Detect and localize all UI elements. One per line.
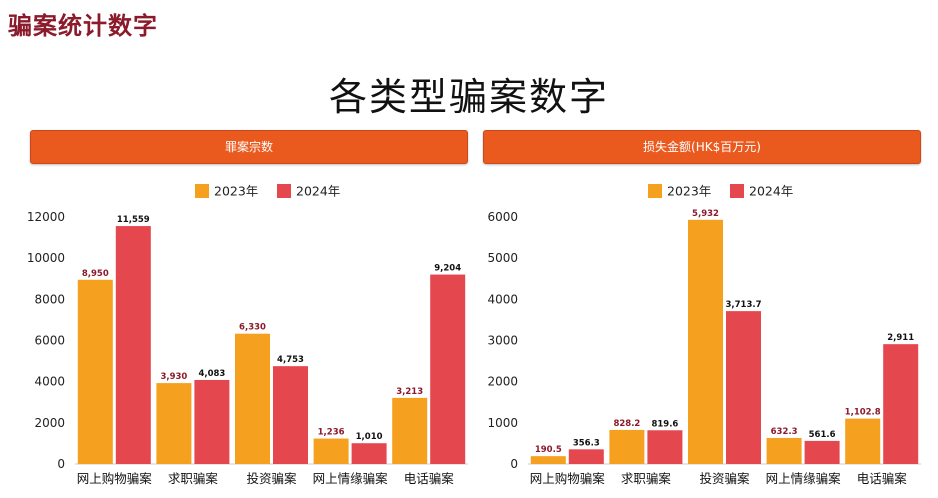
data-label: 632.3	[771, 427, 798, 437]
bar-2024	[804, 440, 840, 464]
bar-2023	[688, 219, 723, 464]
y-tick-label: 10000	[27, 251, 65, 265]
x-tick-label: 网上购物骗案	[530, 471, 606, 486]
data-label: 3,930	[160, 372, 187, 382]
y-tick-label: 0	[57, 457, 65, 471]
chart-title-banner: 罪案宗数	[30, 130, 468, 164]
data-label: 2,911	[887, 333, 914, 343]
data-label: 190.5	[535, 445, 562, 455]
data-label: 5,932	[692, 209, 719, 219]
bar-2024	[647, 430, 683, 464]
bar-2024	[726, 311, 761, 464]
main-title: 各类型骗案数字	[328, 75, 609, 119]
y-tick-label: 3000	[487, 334, 518, 348]
legend-swatch-1	[277, 184, 291, 198]
chart-panel-losses: 损失金额(HK$百万元) 2023年 2024年 0 1000 2000 3000 4000…	[483, 130, 923, 492]
legend-swatch-0	[648, 184, 662, 198]
data-label: 1,010	[356, 432, 383, 442]
y-tick-label: 0	[510, 457, 518, 471]
page-header: 骗案统计数字	[8, 12, 158, 40]
x-tick-label: 求职骗案	[621, 471, 672, 486]
data-label: 6,330	[239, 323, 266, 333]
y-tick-label: 12000	[27, 210, 65, 224]
y-tick-label: 1000	[487, 416, 518, 430]
bar-2023	[313, 438, 349, 464]
bar-2024	[430, 274, 466, 464]
legend-swatch-1	[730, 184, 744, 198]
x-tick-label: 求职骗案	[168, 471, 219, 486]
bar-2024	[273, 366, 308, 464]
x-tick-label: 网上情缘骗案	[313, 471, 389, 486]
y-tick-label: 6000	[487, 210, 518, 224]
chart-title-banner: 损失金额(HK$百万元)	[483, 130, 921, 164]
y-tick-label: 4000	[487, 292, 518, 306]
data-label: 561.6	[809, 430, 836, 440]
y-tick-label: 5000	[487, 251, 518, 265]
bar-2023	[609, 429, 645, 464]
bar-2024	[568, 449, 604, 464]
bar-2024	[351, 443, 387, 464]
x-tick-label: 网上情缘骗案	[766, 471, 842, 486]
data-label: 3,713.7	[725, 300, 761, 310]
bar-chart-cases: 2023年 2024年 0 2000 4000 6000 8000 10000 12000 8,9…	[27, 184, 468, 486]
bar-2023	[77, 279, 113, 464]
x-tick-label: 网上购物骗案	[77, 471, 153, 486]
data-label: 4,753	[277, 355, 304, 365]
bar-2023	[392, 397, 428, 464]
y-tick-label: 8000	[34, 292, 65, 306]
data-label: 4,083	[198, 369, 225, 379]
x-tick-label: 电话骗案	[857, 471, 908, 486]
data-label: 3,213	[396, 387, 423, 397]
bar-2023	[766, 437, 802, 464]
legend-swatch-0	[195, 184, 209, 198]
legend-label-1: 2024年	[749, 184, 793, 199]
y-tick-label: 4000	[34, 375, 65, 389]
y-tick-label: 2000	[487, 375, 518, 389]
bar-2023	[845, 418, 881, 464]
x-tick-label: 投资骗案	[699, 471, 750, 486]
bar-2023	[156, 383, 192, 464]
data-label: 356.3	[573, 438, 600, 448]
data-label: 11,559	[117, 215, 150, 225]
data-label: 1,236	[318, 428, 345, 438]
data-label: 819.6	[651, 419, 678, 429]
y-tick-label: 2000	[34, 416, 65, 430]
bar-chart-losses: 2023年 2024年 0 1000 2000 3000 4000 5000 6000 190.5…	[487, 184, 921, 486]
bar-2023	[235, 333, 270, 464]
bar-2024	[115, 226, 151, 464]
data-label: 1,102.8	[845, 408, 881, 418]
legend-label-1: 2024年	[296, 184, 340, 199]
x-tick-label: 电话骗案	[404, 471, 455, 486]
data-label: 828.2	[613, 419, 640, 429]
bar-2023	[530, 456, 566, 464]
bar-2024	[883, 344, 919, 464]
legend-label-0: 2023年	[214, 184, 258, 199]
bar-2024	[194, 379, 230, 464]
data-label: 8,950	[82, 269, 109, 279]
data-label: 9,204	[434, 264, 461, 274]
legend-label-0: 2023年	[667, 184, 711, 199]
y-tick-label: 6000	[34, 334, 65, 348]
x-tick-label: 投资骗案	[246, 471, 297, 486]
chart-panel-cases: 罪案宗数 2023年 2024年 0 2000 4000 6000 8000 10000 120…	[27, 130, 470, 492]
